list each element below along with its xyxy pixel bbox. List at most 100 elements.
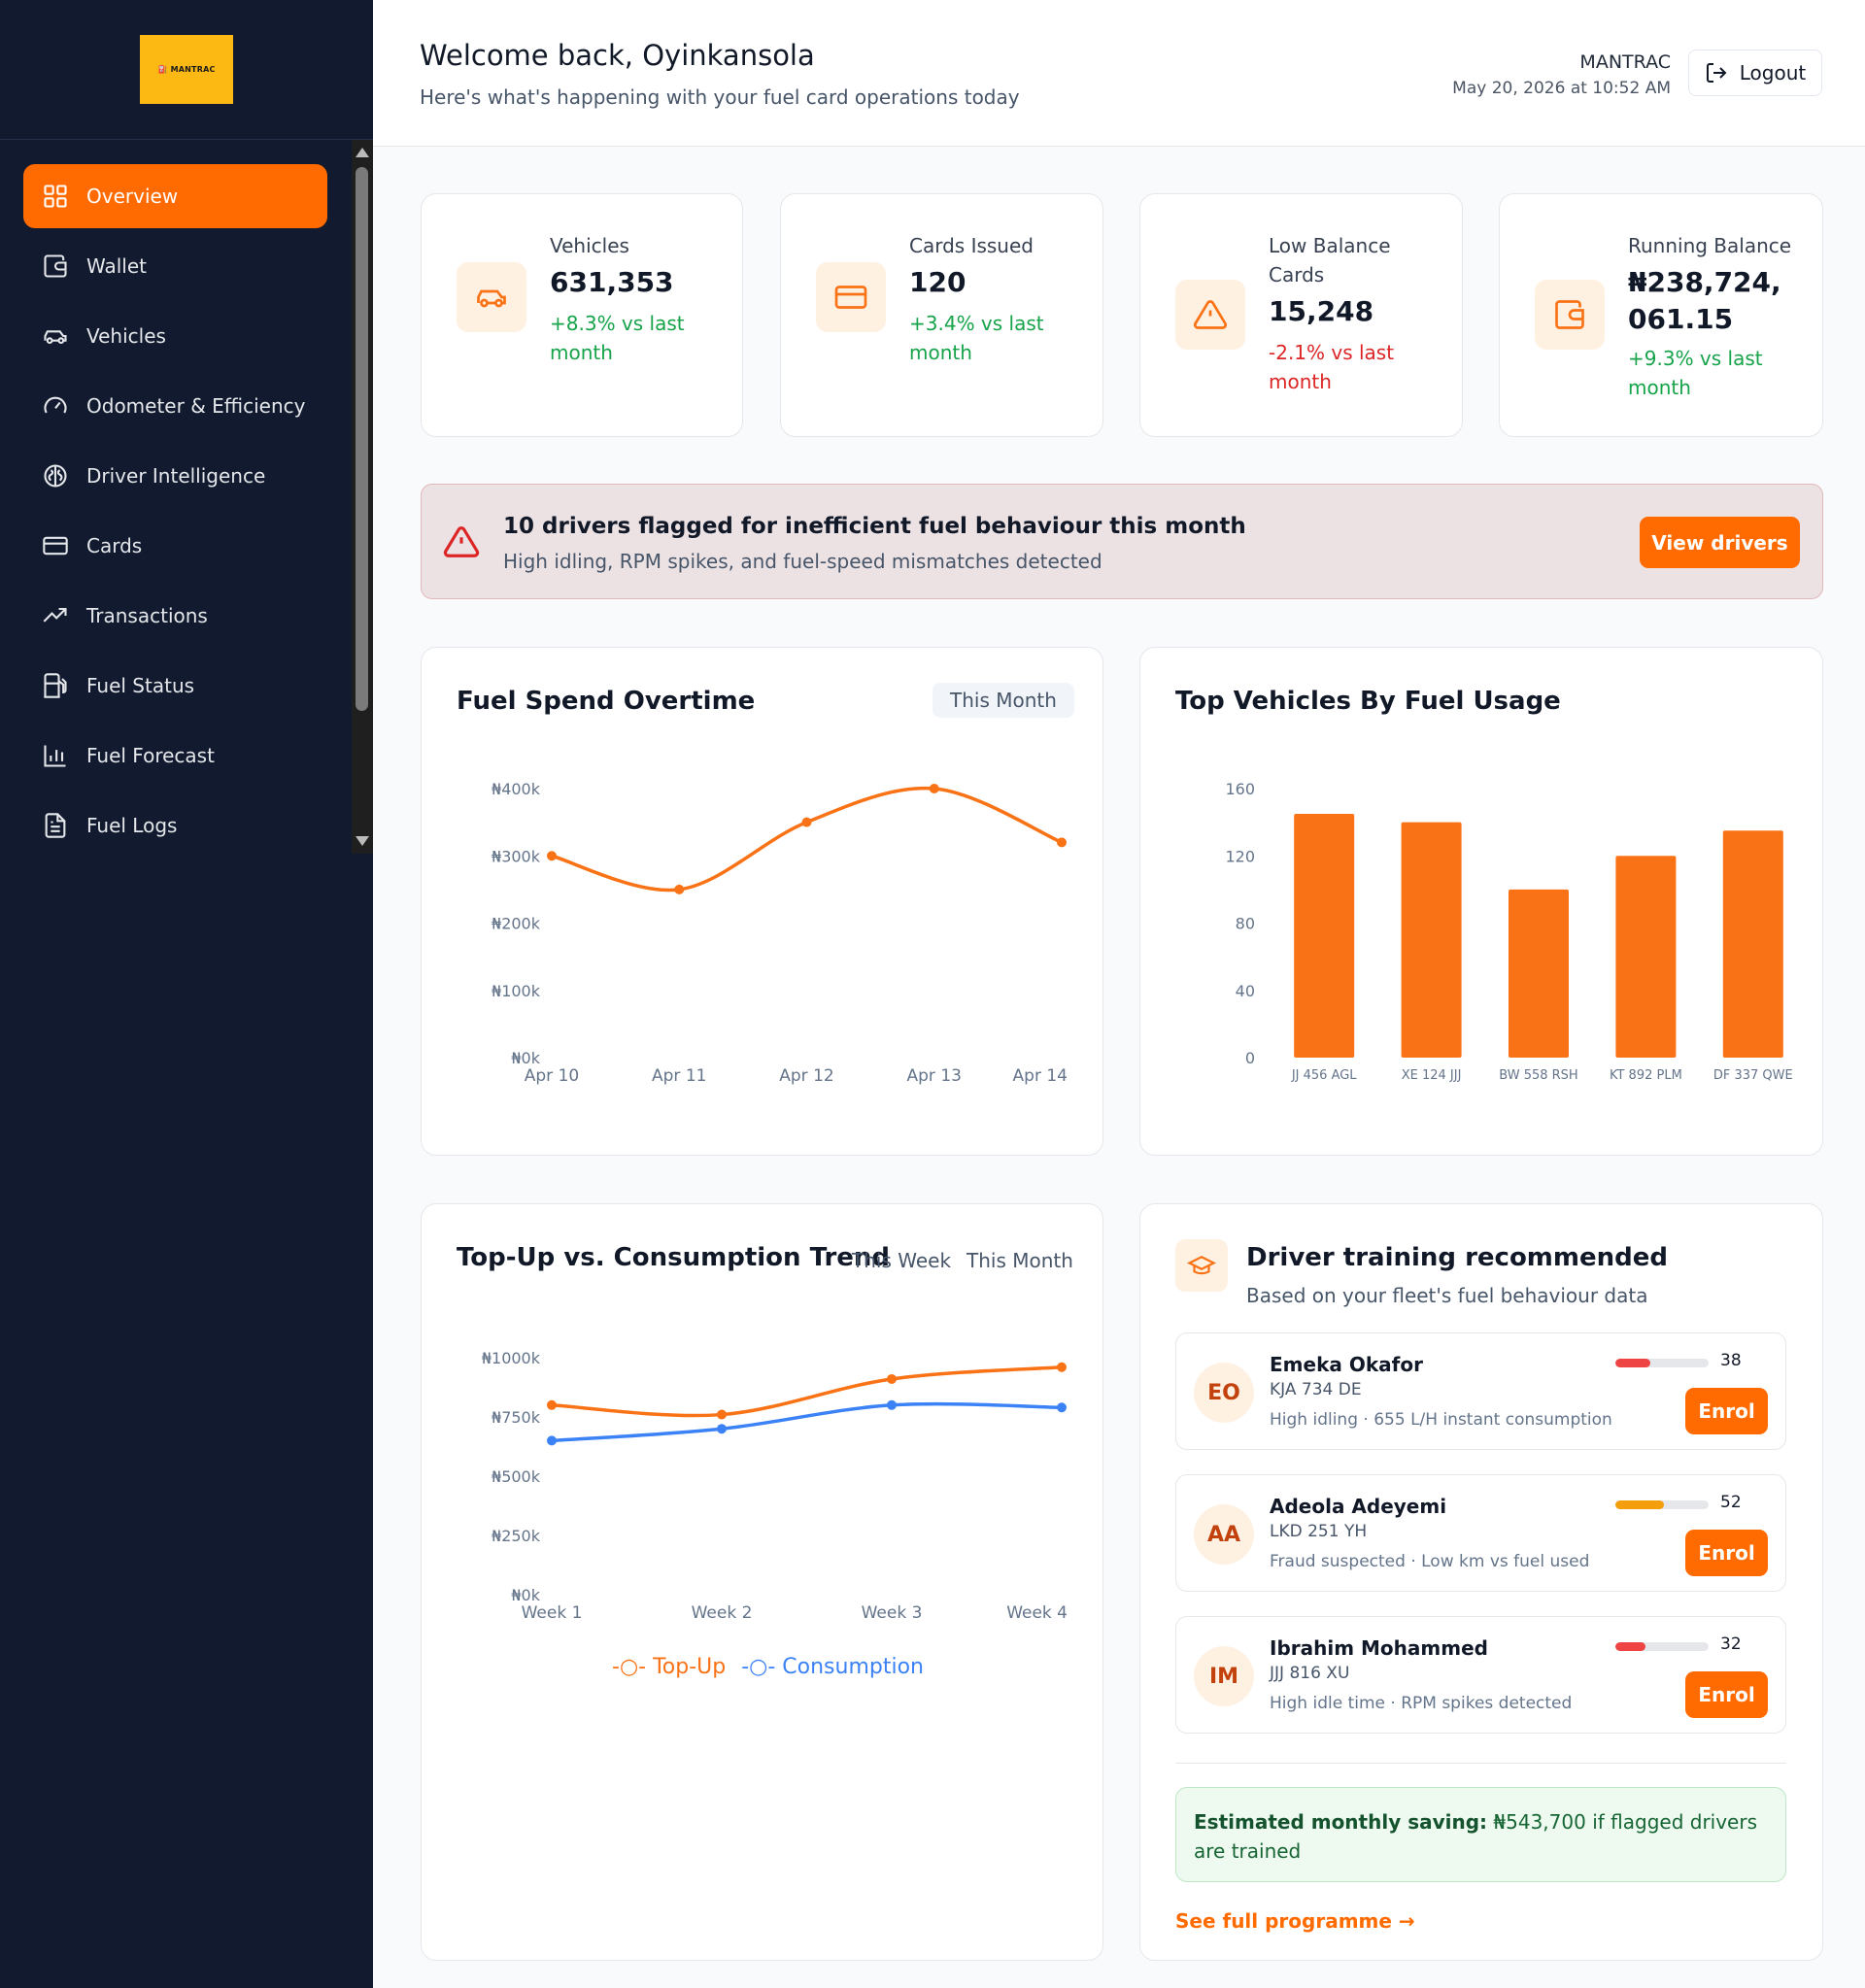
y-tick-label: ₦750k [492, 1408, 541, 1427]
logout-button[interactable]: Logout [1688, 50, 1822, 96]
bar [1509, 889, 1569, 1058]
chart-title: Top-Up vs. Consumption Trend [457, 1243, 891, 1272]
bar [1722, 830, 1783, 1058]
stat-card-vehicles[interactable]: Vehicles 631,353 +8.3% vs last month [421, 193, 743, 437]
chart-legend: -○- Top-Up -○- Consumption [612, 1655, 924, 1679]
sidebar-item-cards[interactable]: Cards [23, 514, 327, 578]
welcome-title: Welcome back, Oyinkansola [420, 39, 815, 72]
welcome-subtitle: Here's what's happening with your fuel c… [420, 85, 1020, 109]
header: Welcome back, Oyinkansola Here's what's … [373, 0, 1865, 147]
warning-icon [1175, 280, 1245, 350]
x-tick-label: XE 124 JJJ [1402, 1068, 1462, 1083]
saving-banner: Estimated monthly saving: ₦543,700 if fl… [1175, 1787, 1786, 1882]
sidebar-item-vehicles[interactable]: Vehicles [23, 304, 327, 368]
alert-icon [443, 526, 480, 557]
wallet-icon [44, 254, 67, 278]
y-tick-label: ₦0k [511, 1586, 540, 1604]
saving-text: ₦543,700 if flagged drivers are trained [1194, 1810, 1758, 1863]
stat-card-low-balance[interactable]: Low Balance Cards 15,248 -2.1% vs last m… [1139, 193, 1463, 437]
sidebar-item-label: Vehicles [86, 324, 166, 348]
x-tick-label: Apr 14 [1013, 1066, 1068, 1086]
driver-plate: JJJ 816 XU [1270, 1664, 1350, 1683]
view-drivers-button[interactable]: View drivers [1640, 517, 1800, 568]
top-vehicles-chart: 0 40 80 120 160 JJ 456 AGL XE 124 JJJ BW 558 RS… [1225, 780, 1793, 1083]
driver-card: IM Ibrahim Mohammed JJJ 816 XU High idle… [1175, 1616, 1786, 1734]
scroll-thumb[interactable] [356, 167, 368, 711]
stat-card-running-balance[interactable]: Running Balance ₦238,724,061.15 +9.3% vs… [1499, 193, 1823, 437]
score-bar [1615, 1359, 1709, 1367]
scroll-down-arrow[interactable] [356, 836, 369, 846]
enrol-button[interactable]: Enrol [1685, 1388, 1768, 1434]
driver-issue: Fraud suspected · Low km vs fuel used [1270, 1552, 1590, 1571]
avatar: IM [1194, 1646, 1254, 1706]
sidebar-item-overview[interactable]: Overview [23, 164, 327, 228]
avatar: AA [1194, 1504, 1254, 1565]
fuel-pump-icon [44, 673, 67, 698]
x-tick-label: DF 337 QWE [1713, 1068, 1793, 1083]
sidebar-item-label: Driver Intelligence [86, 464, 266, 488]
y-tick-label: 120 [1225, 847, 1255, 865]
toggle-this-week[interactable]: This Week [852, 1249, 952, 1272]
enrol-button[interactable]: Enrol [1685, 1530, 1768, 1576]
driver-issue: High idling · 655 L/H instant consumptio… [1270, 1410, 1612, 1430]
logout-icon [1706, 63, 1727, 83]
driver-issue: High idle time · RPM spikes detected [1270, 1694, 1573, 1713]
driver-plate: KJA 734 DE [1270, 1380, 1362, 1399]
top-vehicles-card: Top Vehicles By Fuel Usage 0 40 80 120 160 JJ… [1139, 647, 1823, 1156]
legend-topup[interactable]: -○- Top-Up [612, 1655, 727, 1679]
score-fill [1615, 1642, 1645, 1651]
sidebar-item-label: Wallet [86, 254, 148, 278]
sidebar-item-fuel-status[interactable]: Fuel Status [23, 654, 327, 718]
sidebar-scrollbar[interactable] [352, 140, 373, 854]
series-line-1 [551, 1401, 1063, 1443]
period-selector[interactable]: This Month [932, 683, 1074, 718]
graduation-cap-icon [1175, 1239, 1228, 1292]
sidebar: ⛽ MANTRAC Overview Wallet Vehicles Odome… [0, 0, 373, 1988]
data-point [717, 1409, 727, 1420]
bar-chart-icon [44, 745, 66, 767]
series-line-0 [551, 1365, 1063, 1418]
sidebar-item-odometer[interactable]: Odometer & Efficiency [23, 374, 327, 438]
see-full-programme-link[interactable]: See full programme → [1175, 1909, 1415, 1933]
sidebar-item-fuel-forecast[interactable]: Fuel Forecast [23, 724, 327, 788]
legend-consumption[interactable]: -○- Consumption [741, 1655, 925, 1679]
y-tick-label: ₦100k [492, 982, 541, 1000]
sidebar-item-fuel-logs[interactable]: Fuel Logs [23, 793, 327, 858]
fuel-spend-chart: ₦0k ₦100k ₦200k ₦300k ₦400k Apr 10 Apr 11 Apr 1… [492, 780, 1068, 1086]
sidebar-item-driver-intelligence[interactable]: Driver Intelligence [23, 444, 327, 508]
x-tick-label: Week 4 [1006, 1603, 1068, 1623]
gauge-icon [44, 396, 67, 414]
x-tick-label: Week 3 [862, 1603, 923, 1623]
toggle-this-month[interactable]: This Month [966, 1249, 1073, 1272]
score-value: 52 [1720, 1493, 1742, 1512]
score-fill [1615, 1359, 1651, 1367]
score-bar [1615, 1642, 1709, 1651]
stat-label: Running Balance [1628, 234, 1792, 257]
scroll-up-arrow[interactable] [356, 148, 369, 157]
flagged-drivers-alert: 10 drivers flagged for inefficient fuel … [421, 484, 1823, 599]
enrol-button[interactable]: Enrol [1685, 1671, 1768, 1718]
y-tick-label: ₦0k [511, 1049, 540, 1067]
data-point [1057, 837, 1067, 848]
bar [1294, 813, 1355, 1058]
score-fill [1615, 1500, 1664, 1509]
data-point [1057, 1402, 1067, 1413]
trend-chart: ₦0k ₦250k ₦500k ₦750k ₦1000k Week 1 Week 2 Week… [482, 1349, 1068, 1623]
y-tick-label: 40 [1236, 982, 1255, 1000]
data-point [547, 1435, 557, 1446]
stat-card-cards-issued[interactable]: Cards Issued 120 +3.4% vs last month [780, 193, 1103, 437]
org-name: MANTRAC [1579, 51, 1671, 73]
sidebar-item-transactions[interactable]: Transactions [23, 584, 327, 648]
x-tick-label: BW 558 RSH [1499, 1068, 1577, 1083]
divider [1175, 1763, 1786, 1764]
company-logo[interactable]: ⛽ MANTRAC [140, 35, 233, 104]
driver-name: Adeola Adeyemi [1270, 1495, 1447, 1518]
driver-name: Emeka Okafor [1270, 1353, 1423, 1376]
bar [1615, 856, 1677, 1058]
data-point [547, 851, 557, 861]
sidebar-item-wallet[interactable]: Wallet [23, 234, 327, 298]
y-tick-label: ₦500k [492, 1467, 541, 1486]
y-tick-label: 80 [1236, 915, 1255, 933]
trend-card: Top-Up vs. Consumption Trend This Week T… [421, 1203, 1103, 1961]
alert-title: 10 drivers flagged for inefficient fuel … [503, 514, 1246, 539]
